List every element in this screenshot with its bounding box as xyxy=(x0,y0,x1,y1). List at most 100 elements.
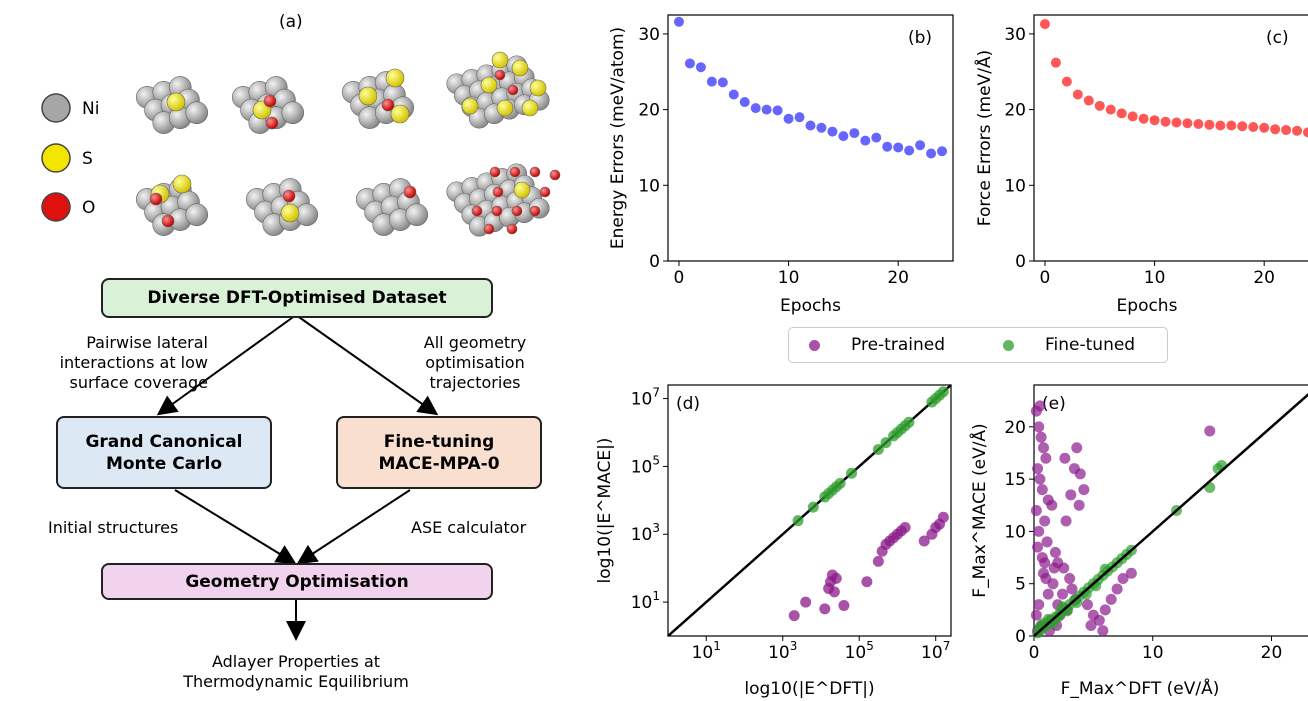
pretrained-point xyxy=(872,555,884,567)
data-point xyxy=(1248,122,1259,133)
plot-frame xyxy=(667,14,954,262)
pretrained-point xyxy=(1060,515,1072,527)
oxygen-atom xyxy=(509,166,521,178)
pretrained-point xyxy=(1046,499,1058,511)
pretrained-point xyxy=(1038,442,1049,454)
x-axis-label: Epochs xyxy=(780,296,841,316)
data-point xyxy=(761,104,772,115)
oxygen-atom xyxy=(507,84,519,96)
pretrained-point xyxy=(1048,562,1060,574)
y-axis-label: log10(|E^MACE|) xyxy=(595,438,615,584)
y-axis-label: F_Max^MACE (eV/Å) xyxy=(968,423,990,597)
sulfur-atom xyxy=(521,99,539,117)
pretrained-point xyxy=(1093,614,1105,626)
pretrained-point xyxy=(1033,525,1045,537)
axes-c: 0 10 20 0 10 20 30 (c) Epochs Force Errors (meV/Å… xyxy=(973,14,1308,316)
legend-swatch-s xyxy=(41,143,71,173)
data-point xyxy=(1270,124,1281,135)
pretrained-point xyxy=(1078,484,1090,496)
y-tick-label: 30 xyxy=(638,25,660,45)
oxygen-atom xyxy=(511,205,523,217)
finetuning-box: Fine-tuning MACE-MPA-0 xyxy=(336,416,542,489)
pretrained-point xyxy=(828,586,840,598)
axes-e: 0 10 20 0 5 10 15 20 (e) F_Max^DFT (eV/Å) F_Max^MA… xyxy=(968,384,1308,699)
x-tick-label: 101 xyxy=(692,639,721,663)
legend-swatch-o xyxy=(41,192,71,222)
oxygen-atom xyxy=(529,166,541,178)
pretrained-point xyxy=(1058,562,1070,574)
data-point xyxy=(1039,19,1050,30)
data-point xyxy=(1237,121,1248,132)
y-tick-label: 105 xyxy=(631,453,660,477)
y-tick-label: 0 xyxy=(1015,252,1026,272)
oxygen-atom xyxy=(282,189,296,203)
pretrained-point xyxy=(1034,400,1046,412)
data-point xyxy=(695,62,706,73)
data-point xyxy=(871,132,882,143)
data-point xyxy=(717,77,728,88)
finetuned-point xyxy=(937,386,949,398)
nickel-atom xyxy=(405,203,429,226)
output-label: Adlayer Properties at Thermodynamic Equi… xyxy=(183,652,409,691)
pretrained-point xyxy=(1073,499,1085,511)
data-point xyxy=(937,146,948,157)
pretrained-point xyxy=(1030,505,1042,516)
pretrained-point xyxy=(1032,541,1044,553)
x-axis-label: log10(|E^DFT|) xyxy=(744,679,874,699)
data-point xyxy=(794,112,805,123)
pretrained-point xyxy=(1059,452,1071,464)
legend-label-pretrained: Pre-trained xyxy=(851,335,945,355)
pretrained-point xyxy=(899,521,911,533)
sulfur-atom xyxy=(385,68,405,88)
finetuned-point xyxy=(846,467,858,479)
pretrained-point xyxy=(1068,463,1080,475)
sulfur-atom xyxy=(513,181,531,199)
atomic-structures: Ni S O xyxy=(41,51,561,237)
y-tick-label: 5 xyxy=(1015,575,1026,595)
trajectories-label: All geometry optimisation trajectories xyxy=(423,333,527,392)
pretrained-point xyxy=(1105,593,1117,605)
data-point xyxy=(849,128,860,139)
pretrained-point xyxy=(1035,431,1047,443)
sulfur-atom xyxy=(491,51,509,69)
legend-label-finetuned: Fine-tuned xyxy=(1045,335,1136,355)
x-tick-label: 10 xyxy=(1142,643,1164,663)
scatter-legend: Pre-trained Fine-tuned xyxy=(788,327,1168,363)
data-point xyxy=(1215,120,1226,131)
parity-line xyxy=(1033,393,1308,637)
legend-label-s: S xyxy=(82,149,93,169)
data-point xyxy=(904,145,915,156)
sulfur-atom xyxy=(511,59,529,77)
geometry-box: Geometry Optimisation xyxy=(101,563,493,600)
pretrained-point xyxy=(1125,567,1137,579)
y-tick-label: 20 xyxy=(638,101,660,121)
finetuned-point xyxy=(903,416,915,428)
panel-label: (c) xyxy=(1266,28,1289,48)
x-tick-label: 0 xyxy=(674,268,685,288)
y-tick-label: 10 xyxy=(1004,176,1026,196)
plot-frame xyxy=(667,384,952,637)
pretrained-point xyxy=(1034,473,1046,485)
sulfur-atom xyxy=(529,79,547,97)
sulfur-atom xyxy=(358,86,378,106)
oxygen-atom xyxy=(149,192,163,206)
axes-b: 0 10 20 0 10 20 30 (b) Epochs Energy Errors (meV/… xyxy=(608,14,954,316)
initial-structures-label: Initial structures xyxy=(48,518,179,537)
pretrained-point xyxy=(1030,609,1042,621)
x-tick-label: 0 xyxy=(1029,643,1040,663)
x-tick-label: 105 xyxy=(845,639,874,663)
flowchart-arrows xyxy=(156,314,439,641)
y-tick-label: 20 xyxy=(1004,418,1026,438)
oxygen-atom xyxy=(491,205,503,217)
pretrained-point xyxy=(1039,557,1051,569)
pretrained-point xyxy=(1081,599,1093,611)
panel-label: (e) xyxy=(1042,394,1066,414)
pretrained-point xyxy=(1085,620,1097,632)
x-tick-label: 107 xyxy=(921,639,950,663)
x-tick-label: 20 xyxy=(887,268,909,288)
pretrained-point xyxy=(1041,536,1053,548)
data-point xyxy=(1127,111,1138,122)
data-point xyxy=(1149,115,1160,126)
data-point xyxy=(1303,127,1308,138)
data-point xyxy=(1171,117,1182,128)
